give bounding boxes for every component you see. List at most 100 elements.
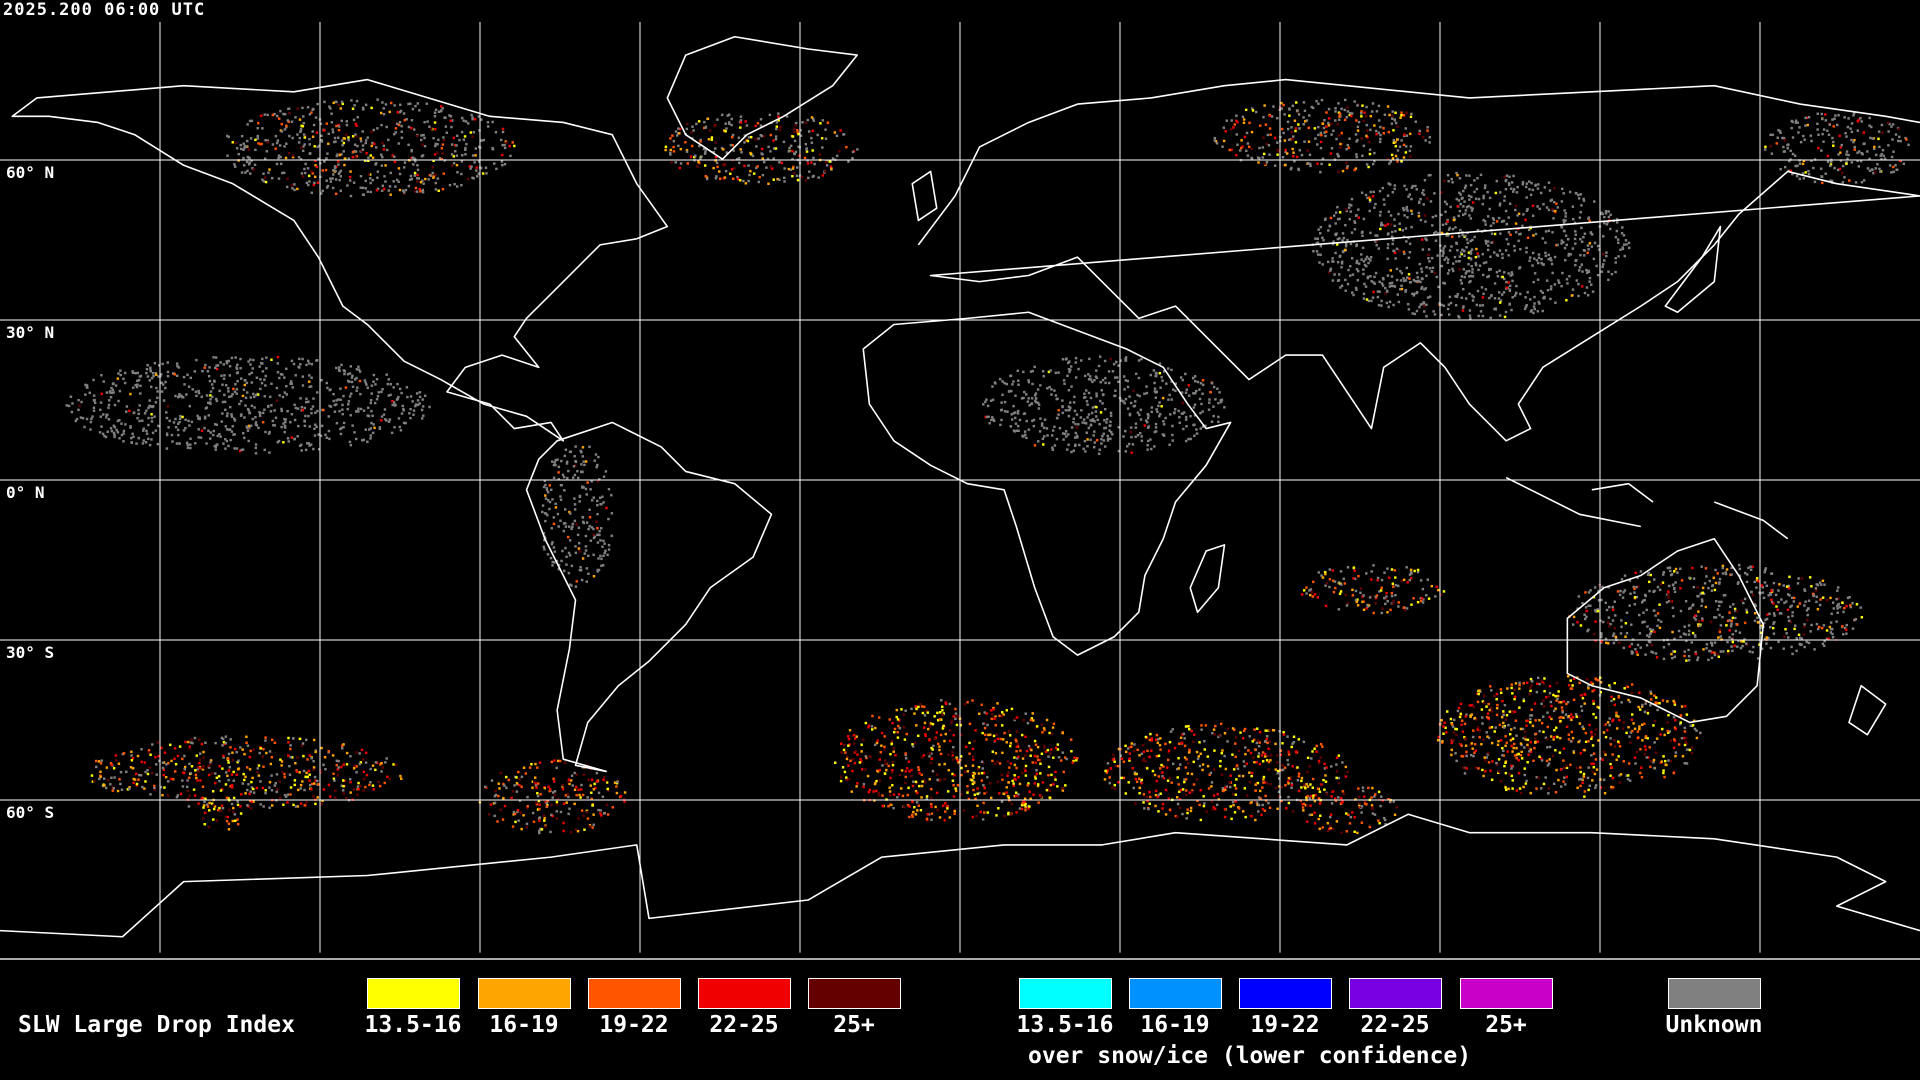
- slw-pixel: [1242, 118, 1246, 121]
- slw-pixel: [1409, 570, 1413, 574]
- slw-pixel: [331, 131, 335, 134]
- slw-pixel: [1620, 578, 1624, 581]
- slw-pixel: [694, 154, 697, 158]
- slw-pixel: [1200, 402, 1203, 406]
- slw-pixel: [1074, 376, 1078, 379]
- slw-pixel: [1390, 568, 1394, 571]
- slw-pixel: [394, 127, 398, 130]
- slw-pixel: [1587, 248, 1590, 251]
- slw-pixel: [394, 185, 397, 188]
- slw-pixel: [198, 761, 201, 765]
- slw-pixel: [322, 129, 326, 132]
- slw-pixel: [738, 179, 742, 182]
- slw-pixel: [1315, 250, 1319, 253]
- slw-pixel: [1645, 644, 1649, 647]
- slw-pixel: [569, 583, 572, 586]
- slw-pixel: [1085, 400, 1089, 403]
- slw-pixel: [1600, 598, 1603, 602]
- slw-pixel: [338, 369, 341, 373]
- slw-pixel: [1888, 122, 1891, 126]
- slw-pixel: [747, 164, 750, 167]
- slw-pixel: [141, 442, 145, 445]
- slw-pixel: [474, 147, 478, 150]
- slw-pixel: [1471, 207, 1474, 210]
- slw-pixel: [1579, 624, 1583, 627]
- slw-pixel: [1596, 273, 1600, 277]
- slw-pixel: [999, 408, 1003, 412]
- slw-pixel: [1738, 563, 1741, 567]
- slw-pixel: [1469, 250, 1473, 253]
- slw-pixel: [1455, 197, 1458, 201]
- slw-pixel: [730, 123, 733, 127]
- slw-pixel: [1802, 177, 1806, 180]
- slw-pixel: [1577, 193, 1580, 197]
- slw-pixel: [1394, 576, 1397, 579]
- slw-pixel: [1407, 256, 1411, 259]
- slw-pixel: [1308, 114, 1311, 117]
- slw-pixel: [224, 735, 228, 738]
- slw-pixel: [404, 188, 408, 192]
- slw-pixel: [166, 361, 169, 364]
- slw-pixel: [1896, 139, 1900, 143]
- slw-pixel: [1134, 422, 1138, 425]
- slw-pixel: [225, 414, 229, 418]
- slw-pixel: [1510, 271, 1513, 274]
- slw-pixel: [387, 378, 390, 381]
- slw-pixel: [338, 153, 342, 157]
- slw-pixel: [157, 364, 161, 367]
- slw-pixel: [746, 139, 750, 143]
- slw-pixel: [1181, 401, 1184, 405]
- slw-pixel: [1419, 579, 1423, 582]
- slw-pixel: [567, 551, 571, 555]
- slw-pixel: [1075, 434, 1079, 438]
- slw-pixel: [393, 426, 396, 429]
- slw-pixel: [1423, 214, 1427, 217]
- slw-pixel: [1536, 205, 1539, 208]
- slw-pixel: [580, 578, 584, 582]
- slw-pixel: [322, 763, 325, 767]
- slw-pixel: [1122, 435, 1125, 438]
- slw-pixel: [145, 409, 148, 412]
- slw-pixel: [434, 144, 437, 148]
- slw-pixel: [1087, 426, 1091, 430]
- slw-pixel: [137, 408, 140, 412]
- slw-pixel: [1160, 405, 1163, 408]
- slw-pixel: [1173, 411, 1176, 415]
- slw-pixel: [113, 435, 116, 439]
- slw-pixel: [407, 184, 411, 188]
- slw-pixel: [600, 527, 603, 530]
- slw-pixel: [1653, 589, 1656, 593]
- slw-pixel: [1344, 208, 1348, 211]
- slw-pixel: [144, 780, 147, 783]
- slw-pixel: [1369, 259, 1372, 262]
- slw-pixel: [298, 444, 302, 448]
- slw-pixel: [356, 115, 360, 119]
- slw-pixel: [1346, 238, 1349, 242]
- slw-pixel: [1667, 593, 1670, 596]
- slw-pixel: [178, 417, 182, 420]
- slw-pixel: [137, 412, 140, 416]
- slw-pixel: [780, 161, 784, 165]
- slw-pixel: [478, 145, 481, 149]
- slw-pixel: [1697, 624, 1700, 628]
- slw-pixel: [1560, 284, 1563, 288]
- slw-pixel: [329, 177, 332, 180]
- slw-pixel: [560, 484, 563, 487]
- slw-pixel: [1337, 279, 1341, 282]
- slw-pixel: [204, 407, 208, 410]
- slw-pixel: [1331, 569, 1334, 572]
- slw-pixel: [1420, 597, 1424, 600]
- slw-pixel: [1838, 167, 1842, 171]
- slw-pixel: [239, 366, 242, 370]
- slw-pixel: [1590, 283, 1593, 286]
- slw-pixel: [1465, 246, 1468, 249]
- slw-pixel: [1473, 179, 1476, 182]
- slw-pixel: [216, 443, 219, 446]
- slw-pixel: [348, 179, 352, 182]
- slw-pixel: [1171, 433, 1174, 437]
- slw-pixel: [1743, 638, 1746, 641]
- slw-pixel: [1246, 154, 1250, 157]
- slw-pixel: [1727, 649, 1730, 653]
- slw-pixel: [1217, 401, 1220, 405]
- slw-pixel: [1779, 168, 1782, 171]
